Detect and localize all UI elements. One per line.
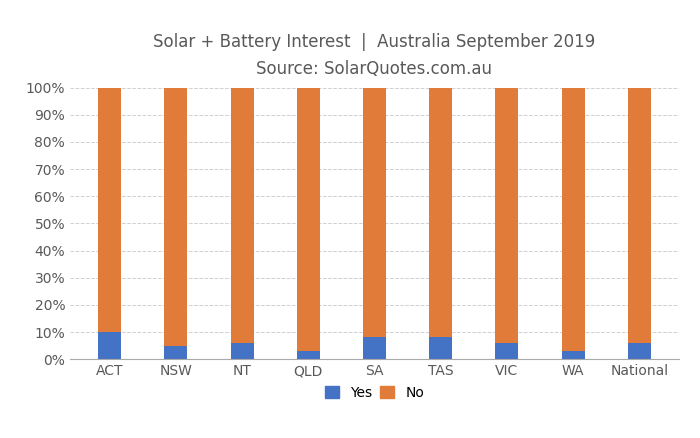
Bar [628, 88, 651, 343]
Legend: Yes, No: Yes, No [318, 378, 431, 406]
Bar [98, 88, 121, 332]
Bar [429, 337, 452, 359]
Bar [297, 88, 320, 351]
Bar [628, 343, 651, 359]
Bar [496, 88, 519, 343]
Bar [164, 346, 188, 359]
Bar [230, 88, 253, 343]
Title: Solar + Battery Interest  |  Australia September 2019
Source: SolarQuotes.com.au: Solar + Battery Interest | Australia Sep… [153, 33, 596, 78]
Bar [429, 88, 452, 337]
Bar [496, 343, 519, 359]
Bar [98, 332, 121, 359]
Bar [164, 88, 188, 346]
Bar [561, 88, 584, 351]
Bar [297, 351, 320, 359]
Bar [363, 88, 386, 337]
Bar [230, 343, 253, 359]
Bar [363, 337, 386, 359]
Bar [561, 351, 584, 359]
